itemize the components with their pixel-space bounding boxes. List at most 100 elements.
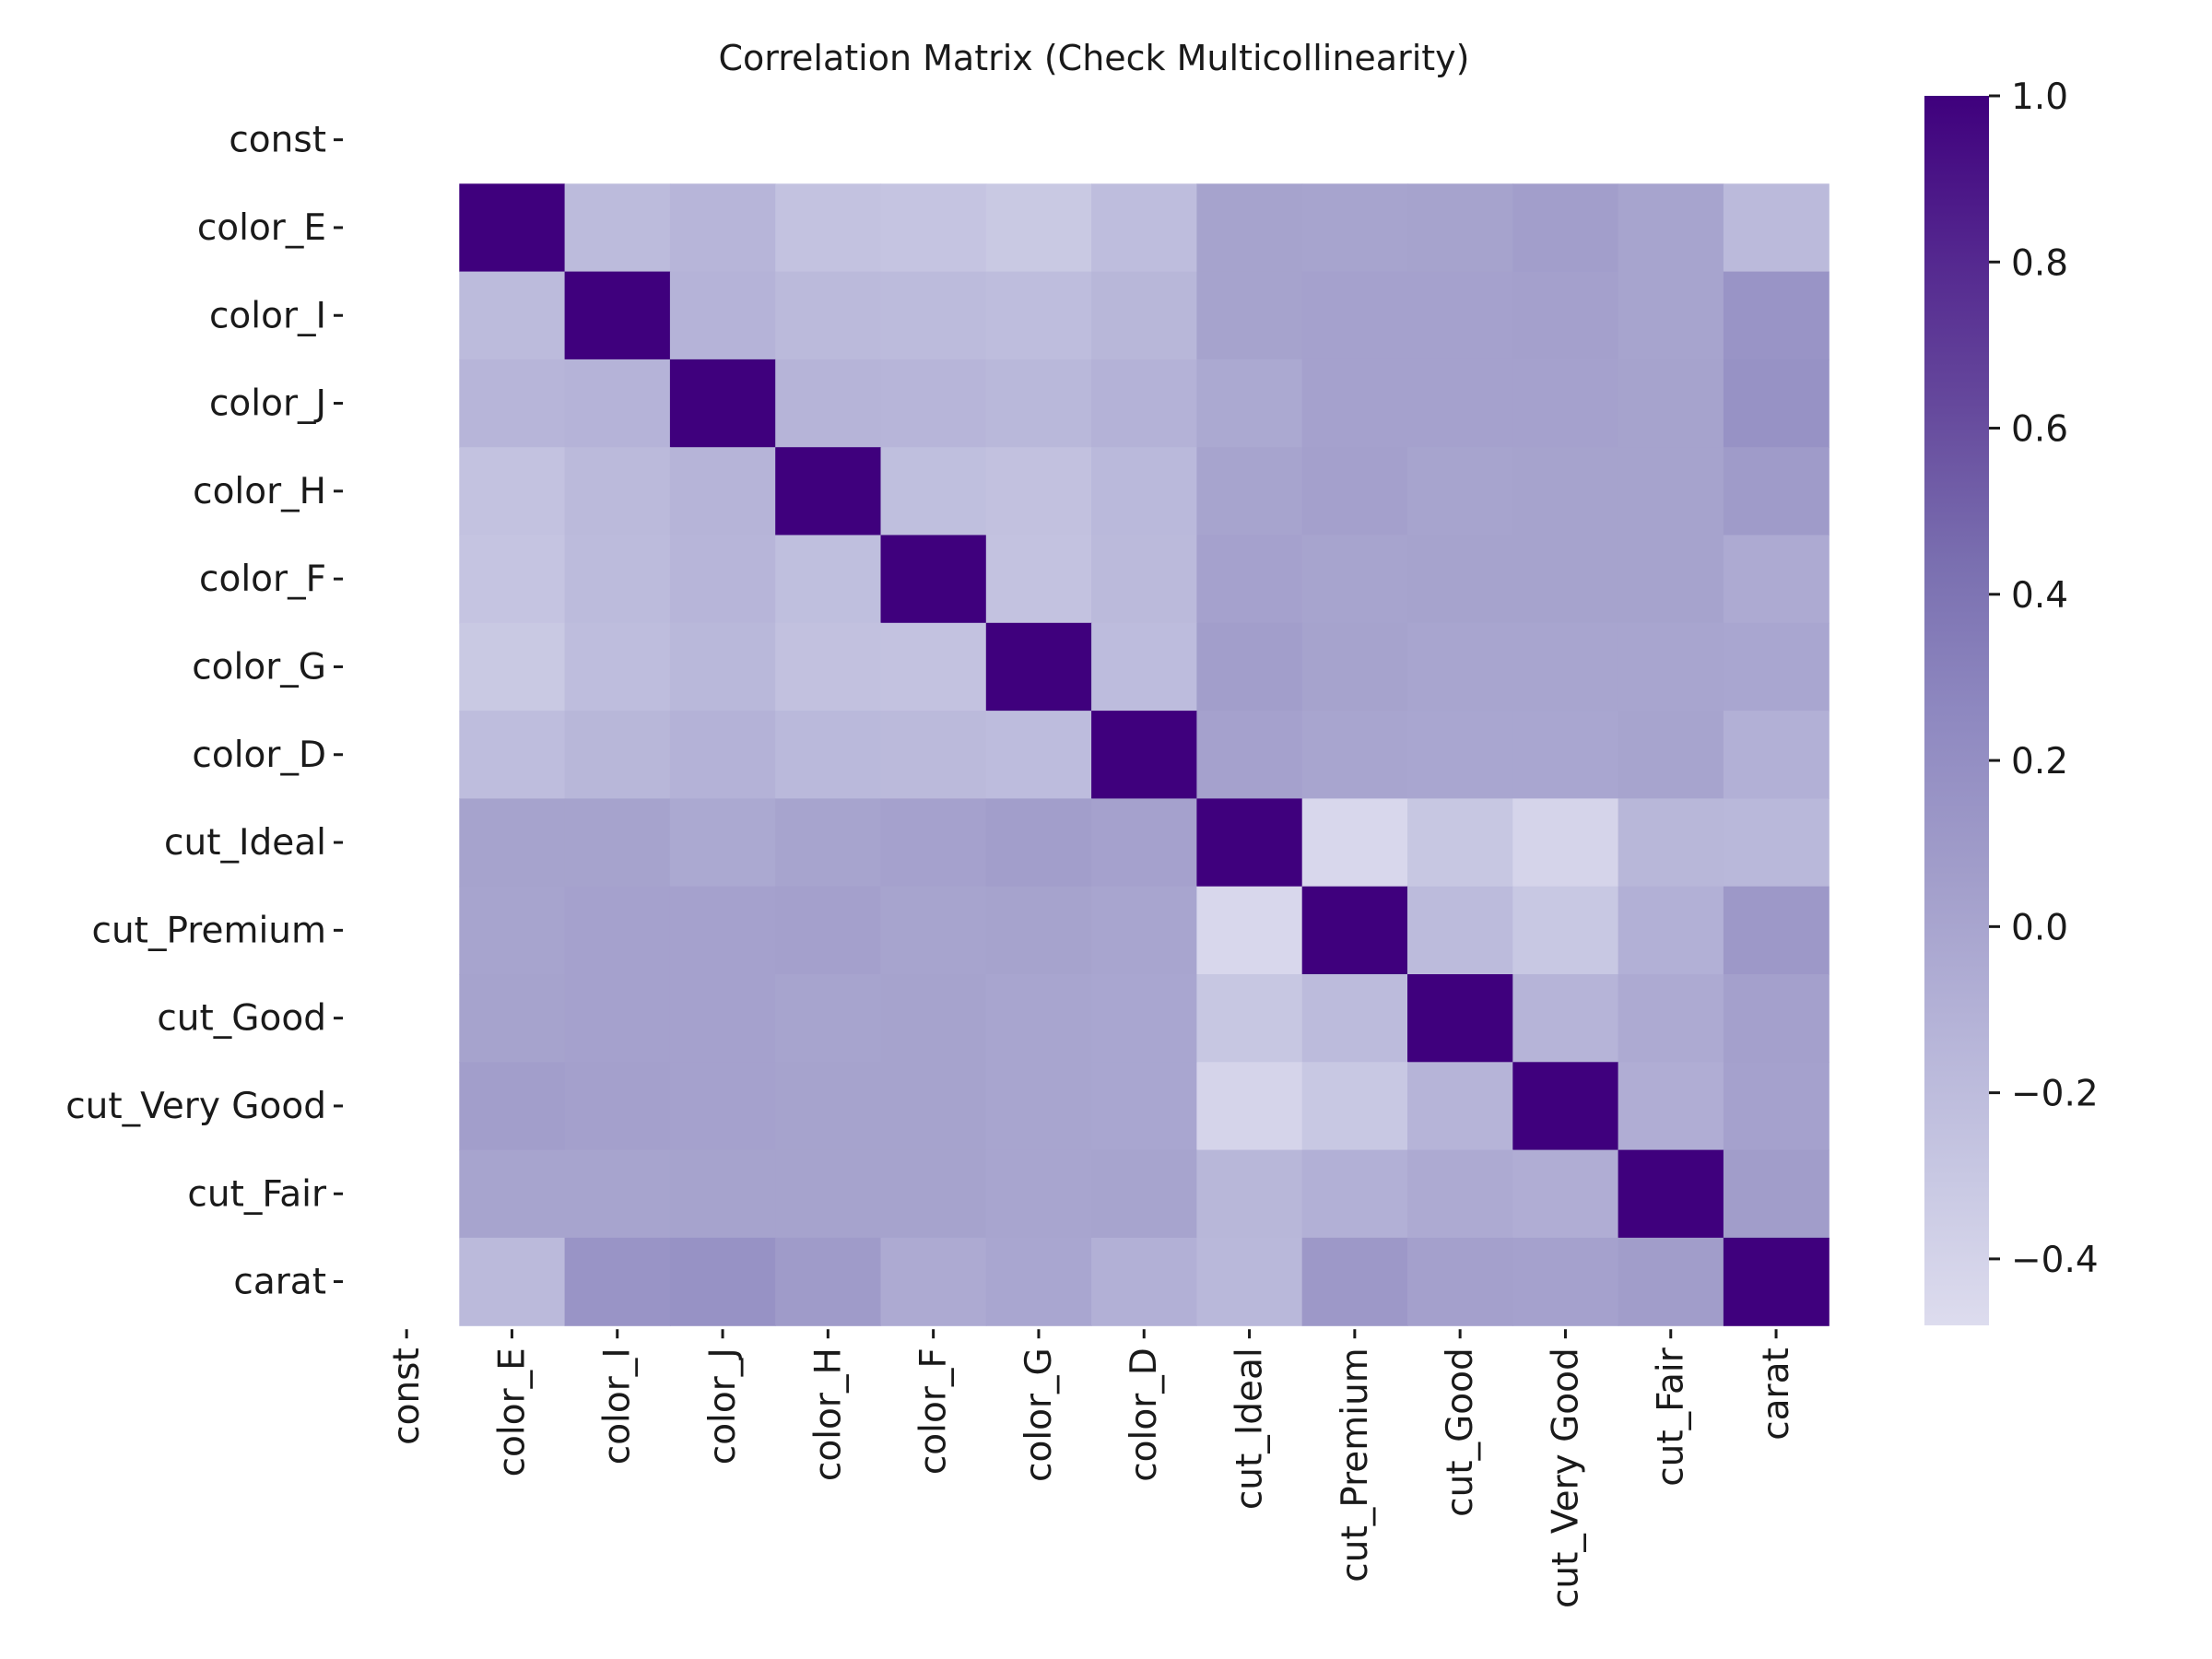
heatmap-cell — [459, 271, 566, 360]
heatmap-cell — [1407, 974, 1513, 1063]
heatmap-cell — [459, 535, 566, 624]
heatmap-cell — [985, 1149, 1092, 1239]
heatmap-cell — [564, 974, 671, 1063]
heatmap-cell — [1723, 271, 1830, 360]
heatmap-cell — [1407, 271, 1513, 360]
heatmap-cell — [1301, 1237, 1408, 1326]
colorbar-tick-label: 0.2 — [2011, 741, 2068, 782]
heatmap-cell — [985, 798, 1092, 888]
heatmap-cell — [564, 183, 671, 273]
colorbar-tick-label: −0.2 — [2011, 1074, 2099, 1115]
y-tick-label: carat — [233, 1262, 326, 1303]
heatmap-cell — [1512, 271, 1619, 360]
heatmap-cell — [564, 1062, 671, 1151]
heatmap-cell — [1091, 183, 1197, 273]
heatmap-cell — [459, 1149, 566, 1239]
heatmap-cell — [1618, 798, 1724, 888]
heatmap-cell — [669, 183, 776, 273]
colorbar-tick-label: 0.6 — [2011, 409, 2068, 451]
heatmap-cell — [1512, 711, 1619, 799]
x-tick-label: cut_Good — [1440, 1347, 1481, 1517]
heatmap-cell — [1301, 974, 1408, 1063]
heatmap-cell — [985, 886, 1092, 975]
y-tick-label: color_G — [192, 646, 326, 688]
heatmap-cell — [1723, 183, 1830, 273]
heatmap-cell — [1301, 622, 1408, 712]
x-tick-label: cut_Fair — [1651, 1347, 1692, 1487]
heatmap-cell — [564, 1149, 671, 1239]
y-tick-label: cut_Fair — [187, 1173, 327, 1215]
y-tick-label: cut_Good — [157, 998, 326, 1040]
heatmap-cell — [459, 798, 566, 888]
heatmap-cell — [1618, 1062, 1724, 1151]
colorbar: 1.0 0.8 0.6 0.4 0.2 0.0 −0.2 −0.4 — [1924, 76, 2099, 1325]
y-axis-ticks: const color_E color_I color_J color_H color_F… — [65, 120, 343, 1303]
heatmap-cell — [1196, 1237, 1303, 1326]
heatmap-cell — [1512, 447, 1619, 536]
heatmap-cell — [1091, 798, 1197, 888]
heatmap-cell — [669, 447, 776, 536]
heatmap-cell — [775, 271, 882, 360]
y-tick-label: cut_Ideal — [164, 822, 326, 864]
heatmap-cell — [669, 974, 776, 1063]
heatmap-cell — [1723, 974, 1830, 1063]
heatmap-cell — [669, 622, 776, 712]
heatmap-cell — [1618, 1237, 1724, 1326]
heatmap-cell — [1407, 1062, 1513, 1151]
x-tick-label: color_H — [807, 1347, 849, 1481]
heatmap-cell — [985, 271, 1092, 360]
heatmap-cell — [1618, 711, 1724, 799]
heatmap-cell — [985, 359, 1092, 448]
x-tick-label: const — [386, 1347, 428, 1445]
heatmap-cell — [459, 711, 566, 799]
heatmap-cell — [669, 359, 776, 448]
heatmap-cell — [880, 974, 987, 1063]
heatmap-cell — [1407, 535, 1513, 624]
heatmap-cell — [1196, 1062, 1303, 1151]
heatmap-cell — [1407, 359, 1513, 448]
heatmap-cell — [1196, 447, 1303, 536]
heatmap-cell — [669, 1237, 776, 1326]
heatmap-cell — [880, 798, 987, 888]
heatmap-cell — [1618, 622, 1724, 712]
y-tick-label: color_H — [193, 471, 326, 512]
heatmap-cell — [1407, 1149, 1513, 1239]
heatmap-cell — [1091, 359, 1197, 448]
heatmap-cell — [669, 886, 776, 975]
heatmap-cell — [1301, 359, 1408, 448]
heatmap-cell — [1618, 1149, 1724, 1239]
x-tick-label: cut_Premium — [1335, 1347, 1376, 1583]
heatmap-cell — [880, 622, 987, 712]
heatmap-cell — [1196, 798, 1303, 888]
x-tick-label: color_D — [1124, 1347, 1165, 1482]
heatmap-cell — [1091, 271, 1197, 360]
heatmap-cell — [775, 447, 882, 536]
heatmap-cell — [1196, 622, 1303, 712]
heatmap-cell — [1091, 974, 1197, 1063]
x-tick-label: color_G — [1018, 1347, 1060, 1482]
heatmap-cell — [985, 535, 1092, 624]
heatmap-cell — [1512, 974, 1619, 1063]
heatmap-cell — [1512, 183, 1619, 273]
heatmap-cell — [564, 711, 671, 799]
heatmap-cell — [880, 1237, 987, 1326]
heatmap-cell — [880, 1149, 987, 1239]
heatmap-cell — [564, 798, 671, 888]
y-tick-label: const — [229, 120, 326, 161]
heatmap-cell — [1091, 1149, 1197, 1239]
y-tick-label: color_D — [192, 735, 326, 776]
heatmap-cell — [1723, 1237, 1830, 1326]
heatmap-cell — [1301, 447, 1408, 536]
heatmap-cell — [1301, 1062, 1408, 1151]
heatmap-cell — [1196, 886, 1303, 975]
heatmap-cell — [1512, 1062, 1619, 1151]
x-tick-label: color_F — [913, 1347, 955, 1475]
y-tick-label: color_J — [209, 383, 326, 425]
x-tick-label: cut_Ideal — [1230, 1347, 1271, 1510]
heatmap-cell — [985, 974, 1092, 1063]
heatmap-cell — [1723, 886, 1830, 975]
heatmap-cell — [1196, 974, 1303, 1063]
heatmap-cell — [459, 622, 566, 712]
heatmap-cell — [1723, 359, 1830, 448]
y-tick-label: color_E — [197, 207, 326, 249]
